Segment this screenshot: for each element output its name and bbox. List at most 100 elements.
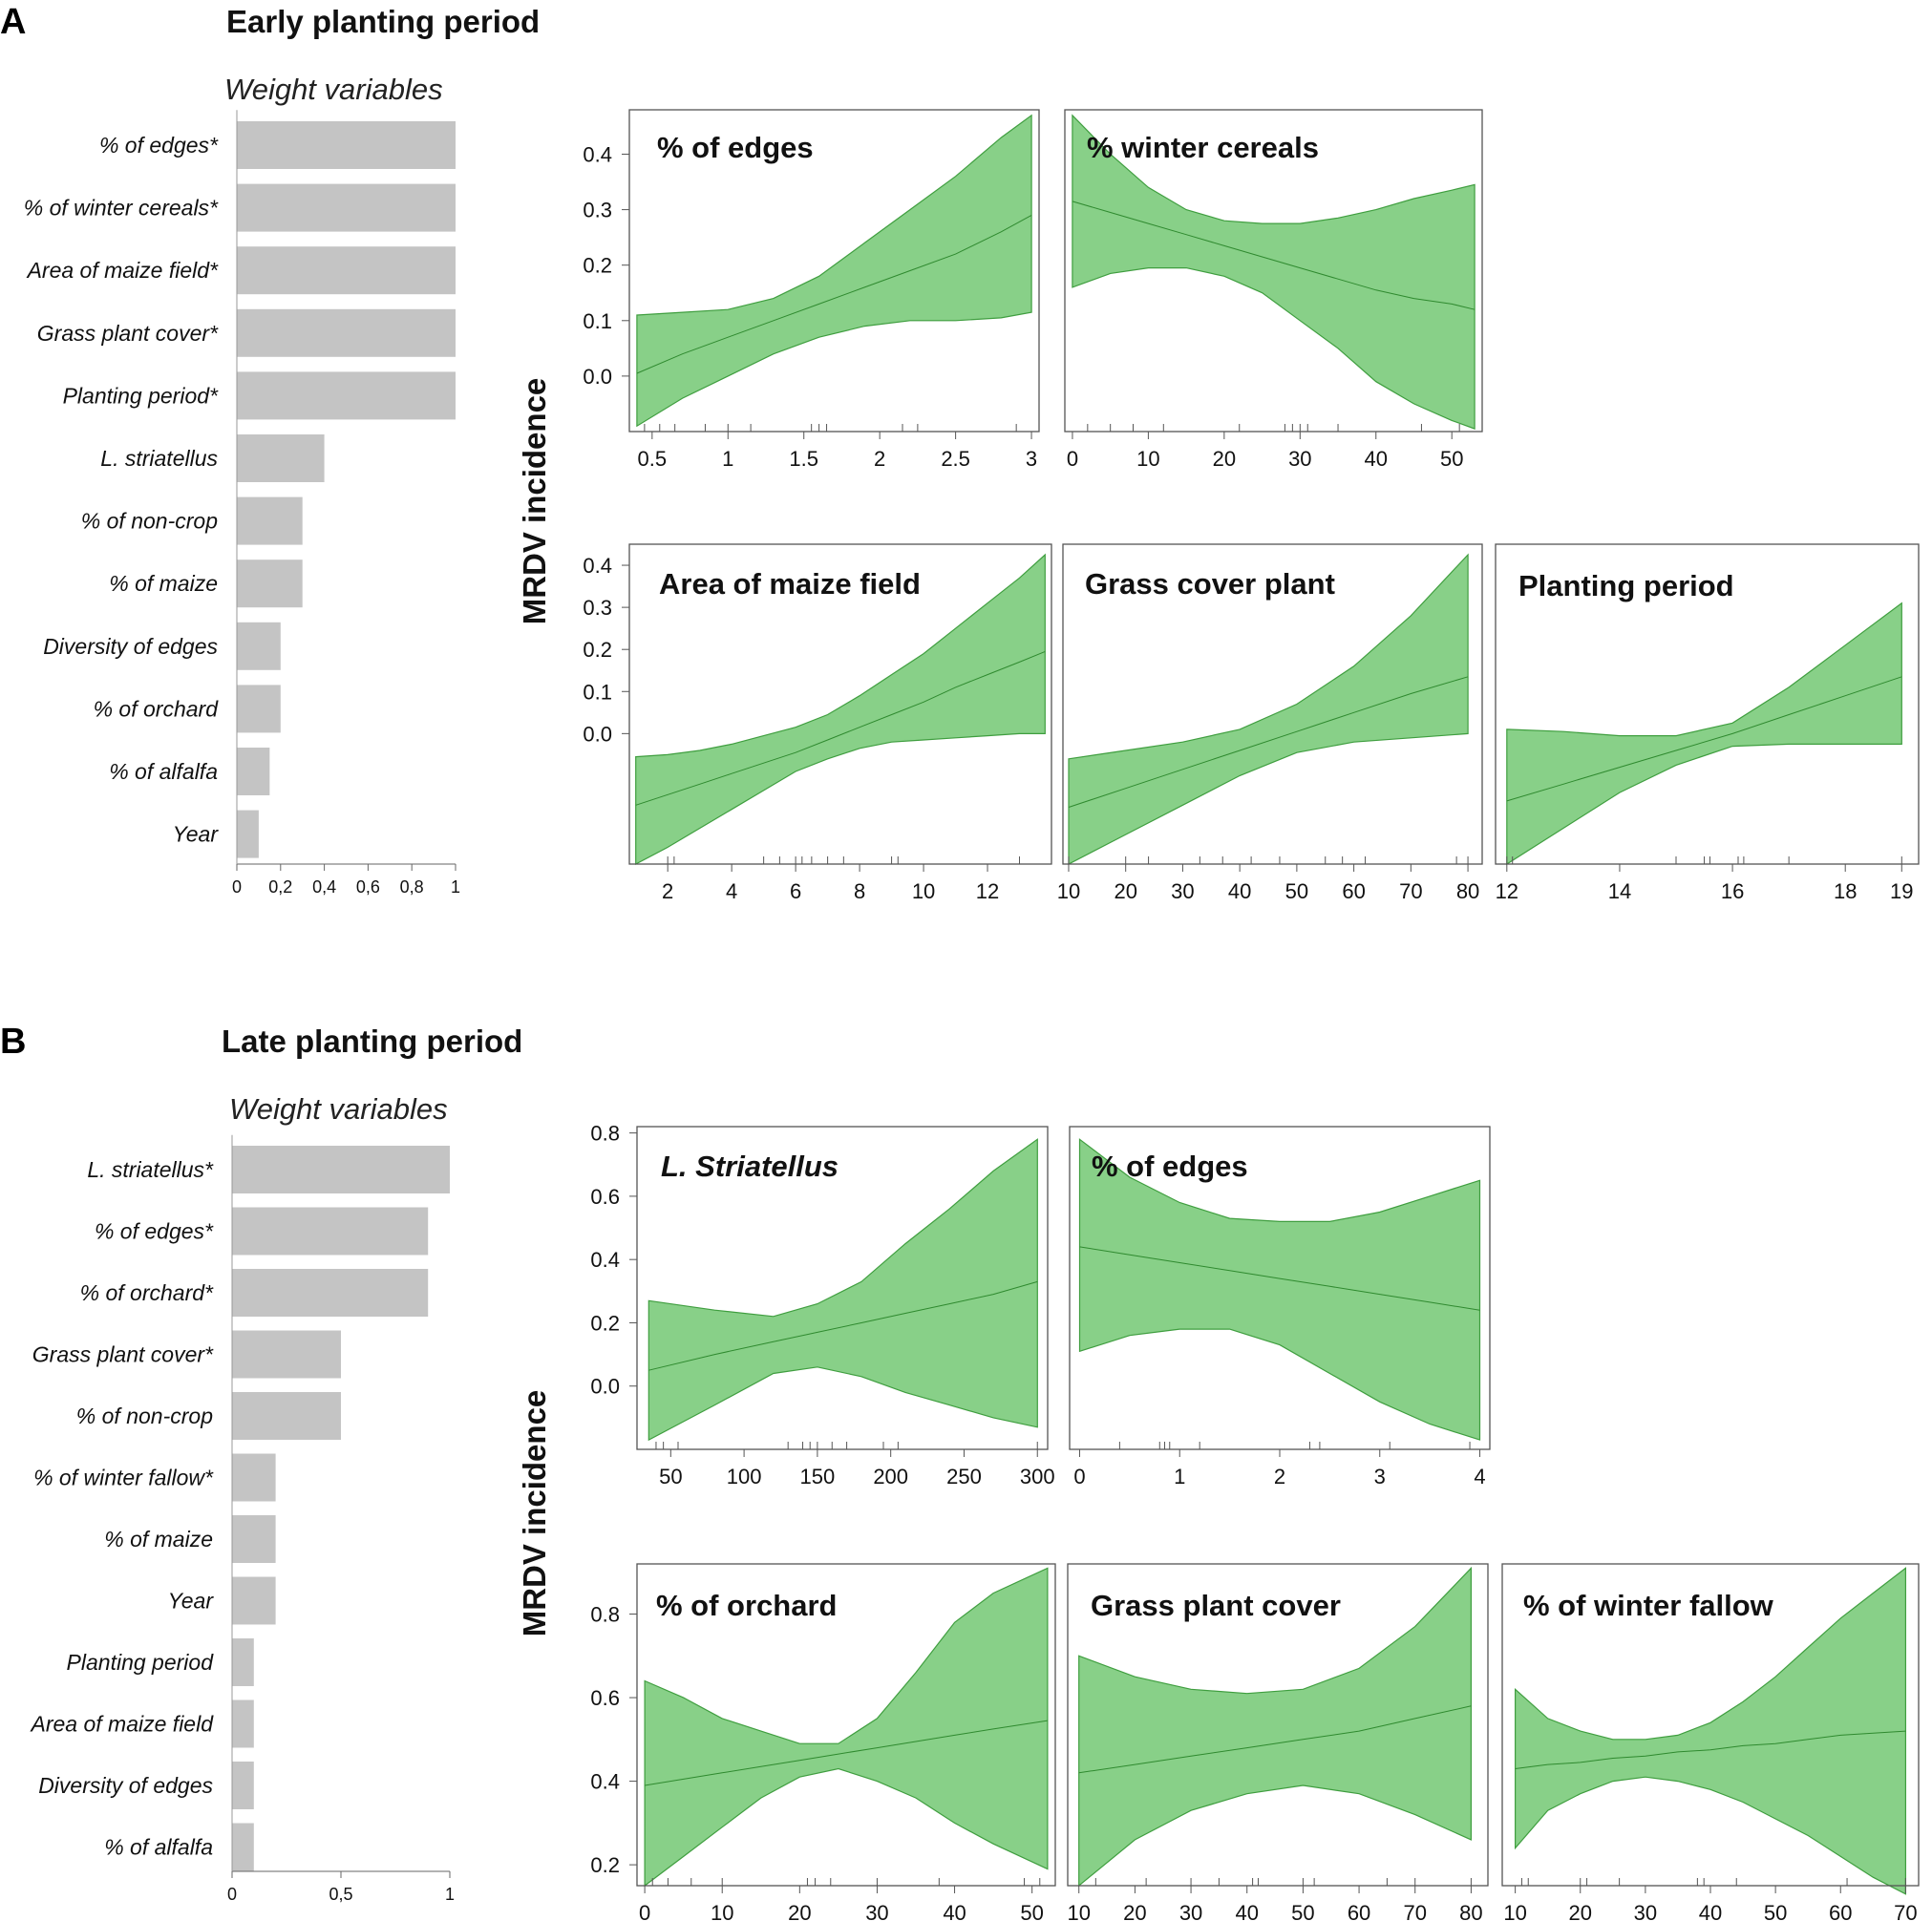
response-plot: 0 10 20 30 40 50 % winter cereals (1064, 109, 1483, 471)
weight-bar-chart-early: % of edges* % of winter cereals* Area of m… (24, 110, 460, 897)
weight-bar (232, 1699, 254, 1748)
y-tick-label: 0.1 (583, 309, 612, 333)
weight-bar-label: % of edges* (99, 133, 219, 158)
x-tick-label: 6 (790, 879, 801, 903)
weight-bar (237, 748, 270, 795)
weight-bar-label: % of alfalfa (104, 1835, 213, 1860)
weight-bar-label: Area of maize field* (26, 258, 219, 283)
plot-title: % of winter fallow (1523, 1589, 1774, 1622)
weight-bar (232, 1269, 429, 1317)
weight-bar-label: % of maize (109, 571, 218, 596)
weight-bar (237, 308, 456, 357)
weight-bar-label: Grass plant cover* (32, 1342, 214, 1367)
confidence-band (635, 553, 1046, 865)
x-tick-label: 70 (1399, 879, 1422, 903)
weight-bar-label: Planting period (67, 1650, 215, 1675)
x-tick-label: 4 (1474, 1465, 1485, 1488)
weight-bar (232, 1576, 276, 1625)
weight-bar (237, 434, 325, 482)
response-plot: 0 1 2 3 4 % of edges (1069, 1126, 1491, 1488)
panel-b-weight-title: Weight variables (229, 1092, 448, 1126)
plot-title: % of edges (657, 131, 814, 164)
weight-bar-label: % of edges* (95, 1219, 214, 1244)
weight-bar-label: Area of maize field (30, 1712, 215, 1737)
plot-frame (628, 109, 1040, 433)
panel-b-letter: B (0, 1022, 26, 1062)
x-tick-label: 70 (1403, 1901, 1426, 1921)
fitted-line (636, 214, 1032, 374)
weight-bar (232, 1515, 276, 1563)
plot-frame (1062, 543, 1483, 865)
plot-frame (628, 543, 1052, 865)
weight-bar (232, 1823, 254, 1871)
x-tick-label: 30 (1179, 1901, 1202, 1921)
response-plot: 0.5 1 1.5 2 2.5 3 0.0 0.1 0.2 0.3 0.4 % of edges (583, 109, 1040, 471)
weight-bar (237, 246, 456, 295)
plot-frame (636, 1563, 1056, 1887)
response-plot: 10 20 30 40 50 60 70 80 Grass plant cover (1067, 1563, 1489, 1921)
plot-title: Planting period (1518, 569, 1734, 602)
weight-axis-tick-label: 0,5 (329, 1885, 352, 1904)
y-tick-label: 0.0 (583, 722, 612, 746)
y-tick-label: 0.3 (583, 596, 612, 620)
x-tick-label: 40 (1365, 447, 1388, 471)
confidence-band (1506, 602, 1902, 866)
weight-bar (232, 1146, 450, 1193)
plot-frame (636, 1126, 1049, 1450)
weight-axis-tick-label: 1 (451, 877, 460, 897)
x-tick-label: 20 (1213, 447, 1236, 471)
response-plot: 2 4 6 8 10 12 0.0 0.1 0.2 0.3 0.4 Area of maize fie… (583, 543, 1052, 903)
weight-bar-label: % of non-crop (81, 509, 218, 534)
plot-title: L. Striatellus (661, 1150, 839, 1183)
confidence-band (1068, 553, 1469, 865)
weight-bar-label: Year (168, 1589, 215, 1614)
y-tick-label: 0.4 (590, 1248, 620, 1272)
response-plot: 10 20 30 40 50 60 70 80 Grass cover plant (1057, 543, 1483, 903)
weight-axis-tick-label: 0,6 (356, 877, 380, 897)
x-tick-label: 2 (662, 879, 673, 903)
weight-bar (237, 183, 456, 232)
y-tick-label: 0.2 (590, 1853, 620, 1877)
x-tick-label: 16 (1721, 879, 1744, 903)
x-tick-label: 1.5 (789, 447, 818, 471)
confidence-band (1072, 114, 1476, 430)
x-tick-label: 50 (659, 1465, 682, 1488)
confidence-band (1515, 1567, 1906, 1895)
y-tick-label: 0.2 (583, 638, 612, 662)
x-tick-label: 1 (722, 447, 733, 471)
x-tick-label: 80 (1456, 879, 1479, 903)
x-tick-label: 250 (946, 1465, 982, 1488)
y-tick-label: 0.8 (590, 1122, 620, 1146)
x-tick-label: 20 (1123, 1901, 1146, 1921)
weight-axis-tick-label: 0 (232, 877, 242, 897)
panel-b-title: Late planting period (222, 1024, 522, 1059)
weight-bar-label: % of alfalfa (109, 759, 218, 784)
x-tick-label: 50 (1285, 879, 1308, 903)
confidence-band (636, 114, 1032, 428)
confidence-band (1078, 1566, 1472, 1888)
x-tick-label: 30 (1288, 447, 1311, 471)
fitted-line (1078, 1705, 1472, 1774)
y-tick-label: 0.1 (583, 680, 612, 704)
weight-bar (237, 622, 281, 670)
weight-bar-label: % of orchard (94, 696, 220, 721)
y-tick-label: 0.2 (590, 1311, 620, 1335)
panel-a-letter: A (0, 2, 26, 42)
y-tick-label: 0.0 (583, 365, 612, 389)
response-plot: 0 10 20 30 40 50 0.2 0.4 0.6 0.8 % of orchard (590, 1563, 1056, 1921)
panel-a-weight-title: Weight variables (224, 73, 443, 106)
weight-bar-label: % of non-crop (76, 1404, 213, 1428)
weight-bar-label: Planting period* (63, 383, 219, 408)
weight-bar-label: L. striatellus* (87, 1157, 214, 1182)
weight-bar (237, 559, 303, 608)
x-tick-label: 50 (1440, 447, 1463, 471)
weight-bar-label: L. striatellus (100, 446, 218, 471)
x-tick-label: 10 (711, 1901, 733, 1921)
x-tick-label: 60 (1342, 879, 1365, 903)
panel-b-ylabel: MRDV incidence (517, 1390, 552, 1637)
fitted-line (1068, 676, 1469, 808)
confidence-band (644, 1567, 1049, 1888)
plot-title: Grass cover plant (1085, 567, 1335, 601)
x-tick-label: 40 (1235, 1901, 1258, 1921)
x-tick-label: 40 (1699, 1901, 1722, 1921)
